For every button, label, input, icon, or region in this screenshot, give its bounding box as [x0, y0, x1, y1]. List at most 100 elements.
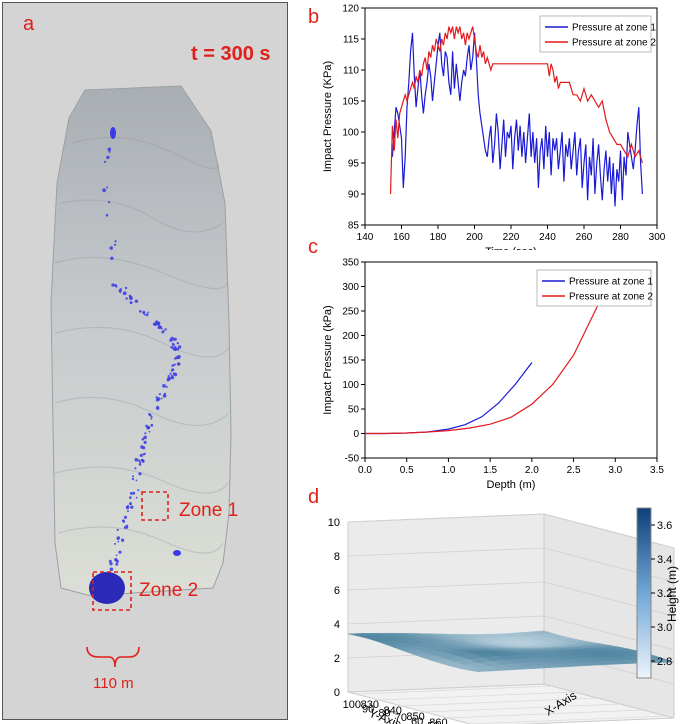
debris-particle — [114, 542, 117, 545]
debris-particle — [132, 491, 136, 495]
debris-particle — [138, 459, 141, 463]
debris-particle — [108, 201, 111, 204]
debris-particle — [144, 432, 147, 435]
debris-particle — [106, 155, 110, 160]
chart-d-y-tick-label: 80 — [378, 708, 390, 720]
debris-particle — [119, 288, 122, 291]
debris-particle — [138, 472, 142, 476]
debris-particle — [132, 475, 135, 478]
chart-d-x-tick-label: 860 — [429, 717, 447, 724]
debris-particle — [160, 327, 163, 330]
panel-letter-b: b — [308, 6, 320, 28]
chart-d-x-gridline — [424, 703, 621, 713]
debris-particle — [114, 558, 117, 561]
chart-c-x-tick-label: 2.5 — [567, 465, 581, 476]
debris-particle — [125, 524, 129, 528]
debris-particle — [177, 347, 179, 350]
debris-particle — [127, 510, 129, 512]
debris-particle — [109, 567, 114, 572]
debris-particle — [170, 374, 174, 378]
chart-b-y-tick-label: 120 — [342, 4, 359, 15]
debris-particle — [131, 477, 135, 481]
chart-d-colorbar-tick-label: 3.6 — [657, 520, 672, 532]
debris-particle — [150, 415, 153, 418]
chart-b: 140 160 180 200 220 240 260 280 300 85 90 95 100 105 1… — [322, 4, 666, 251]
debris-particle — [139, 461, 142, 464]
debris-particle — [111, 283, 115, 287]
debris-particle — [155, 398, 159, 402]
debris-particle — [134, 299, 139, 303]
debris-particle — [142, 311, 145, 315]
chart-b-x-axis-label: Time (sec) — [485, 246, 537, 250]
debris-particle — [135, 496, 138, 499]
debris-particle — [120, 538, 125, 542]
debris-blob — [173, 550, 181, 556]
chart-c-y-tick-label: 200 — [342, 331, 359, 342]
chart-b-y-tick-label: 95 — [348, 159, 360, 170]
chart-c-x-tick-label: 1.0 — [441, 465, 455, 476]
debris-particle — [129, 492, 133, 495]
chart-b-x-tick-label: 300 — [649, 232, 666, 243]
debris-particle — [115, 554, 118, 557]
debris-particle — [143, 435, 147, 440]
debris-particle — [169, 338, 173, 342]
chart-b-y-tick-label: 100 — [342, 128, 359, 139]
debris-particle — [141, 437, 145, 441]
chart-d-surface-cell — [529, 630, 554, 636]
debris-particle — [142, 461, 144, 463]
chart-d-z-gridline — [347, 547, 675, 583]
chart-c-y-tick-label: 350 — [342, 258, 359, 269]
chart-c-series-line-1 — [365, 362, 533, 435]
debris-particle — [117, 540, 120, 543]
chart-d-x-gridline — [470, 715, 667, 724]
chart-d: 0246810830840850860870880304050607080901… — [328, 507, 679, 724]
chart-b-y-tick-label: 105 — [342, 97, 359, 108]
debris-particle — [139, 310, 142, 313]
chart-d-x-gridline — [401, 697, 598, 707]
debris-particle — [150, 417, 153, 420]
debris-particle — [164, 328, 167, 331]
debris-particle — [114, 284, 118, 287]
chart-b-x-tick-label: 280 — [612, 232, 629, 243]
debris-particle — [124, 286, 128, 290]
debris-particle — [126, 506, 129, 509]
zone1-label: Zone 1 — [179, 500, 239, 521]
debris-particle — [153, 322, 157, 327]
panel-letter-d: d — [308, 486, 320, 508]
chart-b-y-tick-label: 85 — [348, 221, 360, 232]
terrain-render-panel: a t = 300 s Zone 1 Zone 2 110 m — [2, 2, 288, 720]
chart-c-x-axis-label: Depth (m) — [487, 479, 536, 491]
debris-particle — [150, 423, 154, 427]
debris-particle — [171, 364, 174, 367]
debris-particle — [139, 453, 143, 457]
debris-particle — [155, 406, 160, 410]
chart-d-back-pane — [543, 513, 675, 719]
debris-particle — [176, 342, 179, 345]
debris-particle — [158, 393, 161, 396]
debris-particle — [121, 519, 125, 523]
chart-b-series-line-2 — [389, 26, 643, 195]
debris-particle — [130, 505, 134, 509]
chart-d-z-tick-label: 10 — [328, 517, 340, 529]
chart-d-z-gridline — [347, 683, 675, 719]
debris-particle — [166, 378, 170, 382]
debris-particle — [145, 313, 149, 317]
chart-d-y-tick-label: 60 — [411, 716, 423, 724]
chart-d-y-tick-label: 70 — [395, 712, 407, 724]
debris-particle — [155, 396, 158, 399]
chart-c-x-tick-label: 0.5 — [400, 465, 414, 476]
scale-brace — [86, 646, 140, 668]
debris-particle — [129, 301, 133, 305]
debris-particle — [173, 363, 176, 366]
chart-d-colorbar-tick-label: 3.2 — [657, 588, 672, 600]
zone1-box — [141, 491, 169, 521]
chart-c-y-axis-label: Impact Pressure (kPa) — [322, 305, 334, 414]
chart-b-x-tick-label: 260 — [576, 232, 593, 243]
debris-particle — [163, 392, 167, 396]
chart-d-y-tick-label: 90 — [362, 703, 374, 715]
debris-particle — [172, 342, 174, 345]
debris-particle — [109, 562, 113, 566]
debris-particle — [127, 504, 129, 507]
chart-c-x-tick-label: 1.5 — [483, 465, 497, 476]
debris-source — [110, 127, 116, 139]
